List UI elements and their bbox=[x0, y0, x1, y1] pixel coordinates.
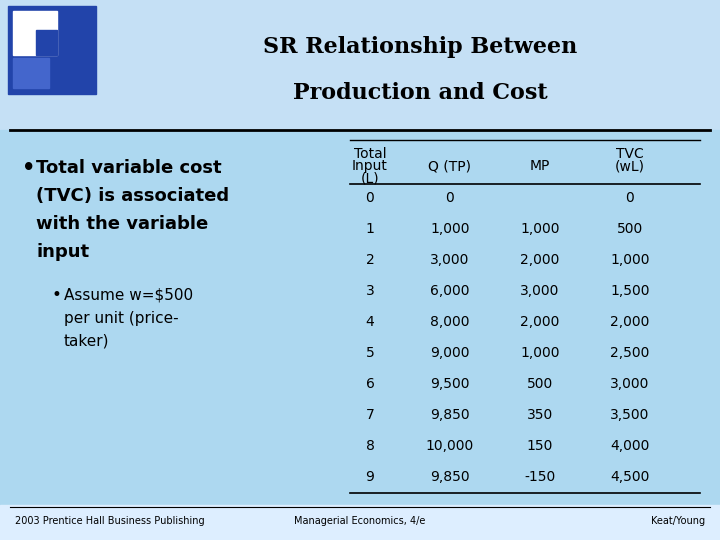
Bar bbox=[0, 130, 720, 520]
Text: 4,500: 4,500 bbox=[611, 470, 649, 484]
Text: Managerial Economics, 4/e: Managerial Economics, 4/e bbox=[294, 516, 426, 526]
Text: Total variable cost: Total variable cost bbox=[36, 159, 222, 177]
Text: 3,000: 3,000 bbox=[521, 284, 559, 298]
Text: with the variable: with the variable bbox=[36, 215, 208, 233]
Text: 500: 500 bbox=[527, 377, 553, 391]
Text: (TVC) is associated: (TVC) is associated bbox=[36, 187, 229, 205]
Bar bbox=[0, 0, 720, 138]
Text: 1,000: 1,000 bbox=[611, 253, 649, 267]
Text: 2,000: 2,000 bbox=[521, 315, 559, 329]
Text: SR Relationship Between: SR Relationship Between bbox=[263, 36, 577, 58]
Text: 6: 6 bbox=[366, 377, 374, 391]
Text: 2,000: 2,000 bbox=[611, 315, 649, 329]
Text: •: • bbox=[52, 286, 62, 304]
Text: 4,000: 4,000 bbox=[611, 439, 649, 453]
Text: 1,500: 1,500 bbox=[611, 284, 649, 298]
Text: Input: Input bbox=[352, 159, 388, 173]
Text: 2: 2 bbox=[366, 253, 374, 267]
Text: MP: MP bbox=[530, 159, 550, 173]
Text: (wL): (wL) bbox=[615, 159, 645, 173]
Text: 2,500: 2,500 bbox=[611, 346, 649, 360]
Text: 500: 500 bbox=[617, 222, 643, 236]
Text: 2003 Prentice Hall Business Publishing: 2003 Prentice Hall Business Publishing bbox=[15, 516, 204, 526]
Text: 3,000: 3,000 bbox=[431, 253, 469, 267]
Text: 8: 8 bbox=[366, 439, 374, 453]
Text: •: • bbox=[22, 158, 35, 178]
Text: 9,850: 9,850 bbox=[430, 408, 470, 422]
Text: 9,000: 9,000 bbox=[431, 346, 469, 360]
Text: 1: 1 bbox=[366, 222, 374, 236]
Text: taker): taker) bbox=[64, 334, 109, 348]
Text: input: input bbox=[36, 243, 89, 261]
Text: Assume w=$500: Assume w=$500 bbox=[64, 287, 193, 302]
Text: 1,000: 1,000 bbox=[521, 346, 559, 360]
Bar bbox=[0, 505, 720, 540]
Text: 9: 9 bbox=[366, 470, 374, 484]
Text: 150: 150 bbox=[527, 439, 553, 453]
Text: 9,500: 9,500 bbox=[431, 377, 469, 391]
Text: 3,500: 3,500 bbox=[611, 408, 649, 422]
Text: 4: 4 bbox=[366, 315, 374, 329]
Text: 1,000: 1,000 bbox=[431, 222, 469, 236]
Text: 3,000: 3,000 bbox=[611, 377, 649, 391]
Text: 8,000: 8,000 bbox=[431, 315, 469, 329]
Text: 3: 3 bbox=[366, 284, 374, 298]
Text: 1,000: 1,000 bbox=[521, 222, 559, 236]
Bar bbox=[13, 58, 49, 88]
Text: 0: 0 bbox=[626, 191, 634, 205]
Text: 0: 0 bbox=[446, 191, 454, 205]
Text: TVC: TVC bbox=[616, 147, 644, 161]
Bar bbox=[13, 11, 57, 55]
Text: -150: -150 bbox=[524, 470, 556, 484]
Bar bbox=[36, 30, 57, 55]
Text: Production and Cost: Production and Cost bbox=[293, 82, 547, 104]
Text: 10,000: 10,000 bbox=[426, 439, 474, 453]
Text: Keat/Young: Keat/Young bbox=[651, 516, 705, 526]
Text: 9,850: 9,850 bbox=[430, 470, 470, 484]
Text: Total: Total bbox=[354, 147, 387, 161]
Text: 7: 7 bbox=[366, 408, 374, 422]
Text: Q (TP): Q (TP) bbox=[428, 159, 472, 173]
Text: 5: 5 bbox=[366, 346, 374, 360]
Text: per unit (price-: per unit (price- bbox=[64, 310, 179, 326]
Text: 0: 0 bbox=[366, 191, 374, 205]
Text: 350: 350 bbox=[527, 408, 553, 422]
Text: (L): (L) bbox=[361, 171, 379, 185]
Bar bbox=[8, 6, 96, 94]
Text: 6,000: 6,000 bbox=[431, 284, 469, 298]
Text: 2,000: 2,000 bbox=[521, 253, 559, 267]
